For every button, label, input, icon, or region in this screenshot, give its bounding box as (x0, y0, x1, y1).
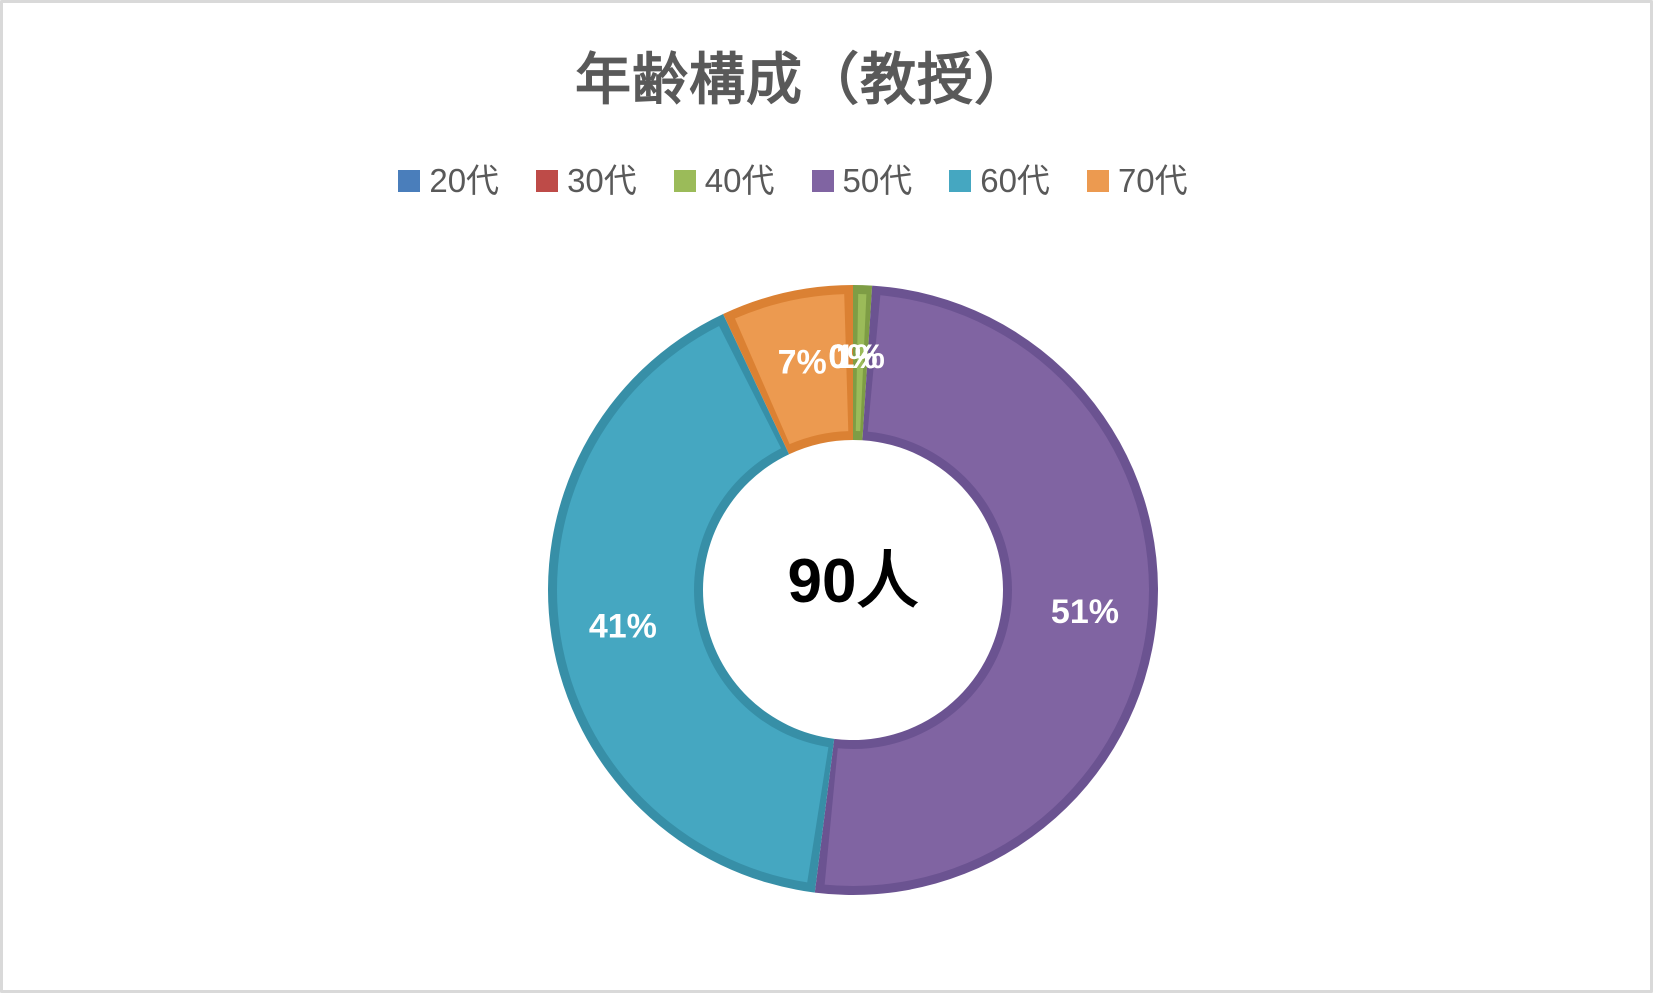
legend-item-label: 40代 (704, 162, 775, 199)
legend-marker-icon (1086, 170, 1109, 193)
legend-item-label: 30代 (567, 162, 637, 199)
legend: 20代 30代 40代 50代 60代 70代 (3, 162, 1583, 199)
legend-marker-icon (811, 170, 834, 193)
legend-item-5: 70代 (1086, 162, 1188, 199)
legend-item-0: 20代 (398, 162, 500, 199)
legend-item-label: 70代 (1117, 162, 1188, 199)
legend-item-1: 30代 (536, 162, 637, 199)
legend-marker-icon (673, 170, 696, 193)
data-label-4: 41% (589, 607, 657, 645)
legend-marker-icon (536, 170, 559, 193)
donut-slice-4 (557, 326, 829, 883)
legend-item-4: 60代 (949, 162, 1050, 199)
data-label-2: 1% (836, 338, 885, 376)
donut-slice-3 (824, 295, 1149, 886)
data-label-0: 0% (828, 338, 877, 376)
legend-item-3: 50代 (811, 162, 913, 199)
legend-item-label: 20代 (429, 162, 500, 199)
legend-item-label: 60代 (980, 162, 1050, 199)
legend-marker-icon (398, 170, 421, 193)
donut-slice-2 (855, 294, 867, 432)
data-label-5: 7% (778, 344, 827, 382)
data-label-1: 0% (828, 338, 877, 376)
donut-slice-5 (734, 294, 849, 445)
legend-item-label: 50代 (842, 162, 913, 199)
donut-center-label: 90人 (787, 547, 919, 616)
legend-marker-icon (949, 170, 972, 193)
chart-title: 年齢構成（教授） (575, 48, 1031, 111)
donut-chart: 0%0%1%51%41%7% (547, 285, 1158, 896)
data-label-3: 51% (1051, 593, 1119, 631)
legend-item-2: 40代 (673, 162, 775, 199)
